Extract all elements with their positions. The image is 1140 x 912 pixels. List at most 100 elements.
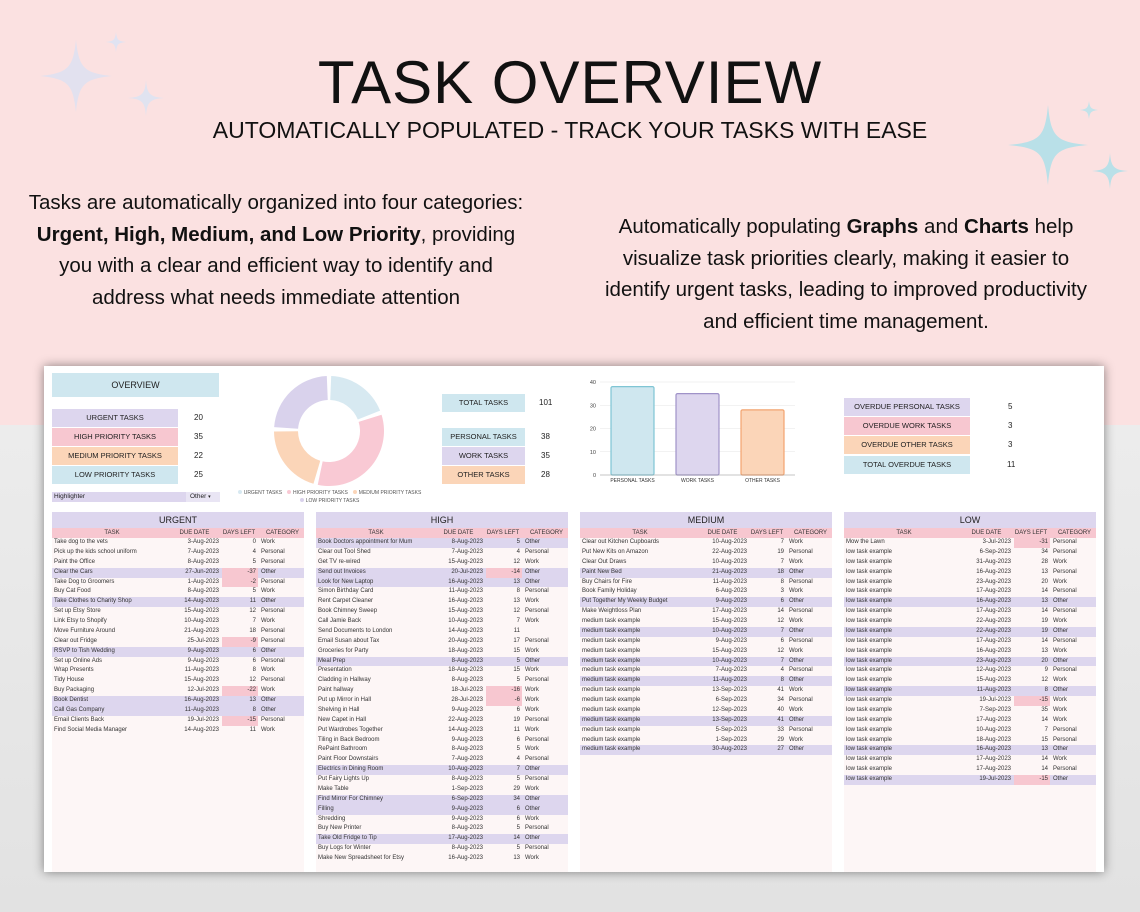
- column-header[interactable]: CATEGORY: [1057, 530, 1092, 536]
- table-row[interactable]: Make Weightloss Plan 17-Aug-2023 14 Persona…: [580, 607, 832, 617]
- table-row[interactable]: low task example 18-Aug-2023 15 Personal: [844, 736, 1096, 746]
- table-row[interactable]: Buy Cat Food 8-Aug-2023 5 Work: [52, 587, 304, 597]
- table-row[interactable]: Put Wardrobes Together 14-Aug-2023 11 Work: [316, 726, 568, 736]
- table-row[interactable]: low task example 22-Aug-2023 19 Work: [844, 617, 1096, 627]
- table-row[interactable]: low task example 17-Aug-2023 14 Work: [844, 755, 1096, 765]
- table-row[interactable]: low task example 31-Aug-2023 28 Work: [844, 558, 1096, 568]
- table-row[interactable]: Rent Carpet Cleaner 16-Aug-2023 13 Work: [316, 597, 568, 607]
- table-row[interactable]: low task example 17-Aug-2023 14 Personal: [844, 637, 1096, 647]
- table-row[interactable]: low task example 23-Aug-2023 20 Other: [844, 656, 1096, 667]
- table-row[interactable]: Send Documents to London 14-Aug-2023 11: [316, 627, 568, 637]
- table-row[interactable]: RSVP to Tish Wedding 9-Aug-2023 6 Other: [52, 646, 304, 657]
- table-row[interactable]: medium task example 10-Aug-2023 7 Other: [580, 626, 832, 637]
- table-row[interactable]: medium task example 9-Aug-2023 6 Personal: [580, 637, 832, 647]
- table-row[interactable]: Put New Kits on Amazon 22-Aug-2023 19 Perso…: [580, 548, 832, 558]
- column-header[interactable]: DAYS LEFT: [1014, 530, 1048, 536]
- column-header[interactable]: TASK: [368, 530, 384, 536]
- column-header[interactable]: TASK: [104, 530, 120, 536]
- table-row[interactable]: low task example 7-Sep-2023 35 Work: [844, 706, 1096, 716]
- highlighter-dropdown[interactable]: Other ▾: [186, 492, 220, 502]
- table-row[interactable]: Email Susan about Tax 20-Aug-2023 17 Person…: [316, 637, 568, 647]
- table-row[interactable]: low task example 15-Aug-2023 12 Work: [844, 676, 1096, 686]
- table-row[interactable]: Wrap Presents 11-Aug-2023 8 Work: [52, 666, 304, 676]
- table-row[interactable]: Take dog to the vets 3-Aug-2023 0 Work: [52, 538, 304, 548]
- table-row[interactable]: low task example 17-Aug-2023 14 Work: [844, 716, 1096, 726]
- table-row[interactable]: Get TV re-wired 15-Aug-2023 12 Work: [316, 558, 568, 568]
- table-row[interactable]: Meal Prep 8-Aug-2023 5 Other: [316, 656, 568, 667]
- table-row[interactable]: low task example 17-Aug-2023 14 Personal: [844, 765, 1096, 775]
- column-header[interactable]: DAYS LEFT: [486, 530, 520, 536]
- table-row[interactable]: Book Family Holiday 6-Aug-2023 3 Work: [580, 587, 832, 597]
- table-row[interactable]: Clear Out Draws 10-Aug-2023 7 Work: [580, 558, 832, 568]
- table-row[interactable]: medium task example 15-Aug-2023 12 Work: [580, 617, 832, 627]
- table-row[interactable]: medium task example 6-Sep-2023 34 Personal: [580, 696, 832, 706]
- table-row[interactable]: low task example 12-Aug-2023 9 Personal: [844, 666, 1096, 676]
- table-row[interactable]: Book Dentist 16-Aug-2023 13 Other: [52, 696, 304, 706]
- table-row[interactable]: Move Furniture Around 21-Aug-2023 18 Person…: [52, 627, 304, 637]
- table-row[interactable]: Call Jamie Back 10-Aug-2023 7 Work: [316, 617, 568, 627]
- table-row[interactable]: Clear the Cars 27-Jun-2023 -37 Other: [52, 567, 304, 578]
- table-row[interactable]: Presentation 18-Aug-2023 15 Work: [316, 666, 568, 676]
- table-row[interactable]: low task example 19-Jul-2023 -15 Work: [844, 696, 1096, 706]
- table-row[interactable]: Tiling in Back Bedroom 9-Aug-2023 6 Persona…: [316, 736, 568, 746]
- column-header[interactable]: CATEGORY: [265, 530, 300, 536]
- table-row[interactable]: Set up Etsy Store 15-Aug-2023 12 Personal: [52, 607, 304, 617]
- table-row[interactable]: Put Fairy Lights Up 8-Aug-2023 5 Personal: [316, 775, 568, 785]
- table-row[interactable]: medium task example 13-Sep-2023 41 Work: [580, 686, 832, 696]
- table-row[interactable]: Find Mirror For Chimney 6-Sep-2023 34 Other: [316, 794, 568, 805]
- table-row[interactable]: Clear out Kitchen Cupboards 10-Aug-2023 7 W…: [580, 538, 832, 548]
- column-header[interactable]: DUE DATE: [443, 530, 474, 536]
- table-row[interactable]: Groceries for Party 18-Aug-2023 15 Work: [316, 647, 568, 657]
- table-row[interactable]: low task example 6-Sep-2023 34 Personal: [844, 548, 1096, 558]
- table-row[interactable]: medium task example 7-Aug-2023 4 Personal: [580, 666, 832, 676]
- table-row[interactable]: low task example 22-Aug-2023 19 Other: [844, 626, 1096, 637]
- table-row[interactable]: Electrics in Dining Room 10-Aug-2023 7 Othe…: [316, 765, 568, 775]
- table-row[interactable]: Send out Invoices 20-Jul-2023 -14 Other: [316, 567, 568, 578]
- column-header[interactable]: DAYS LEFT: [222, 530, 256, 536]
- table-row[interactable]: Mow the Lawn 3-Jul-2023 -31 Personal: [844, 538, 1096, 548]
- table-row[interactable]: medium task example 12-Sep-2023 40 Work: [580, 706, 832, 716]
- table-row[interactable]: Take Dog to Groomers 1-Aug-2023 -2 Personal: [52, 577, 304, 588]
- column-header[interactable]: CATEGORY: [529, 530, 564, 536]
- table-row[interactable]: Put Together My Weekly Budget 9-Aug-2023 6…: [580, 597, 832, 608]
- table-row[interactable]: low task example 17-Aug-2023 14 Personal: [844, 607, 1096, 617]
- column-header[interactable]: DUE DATE: [179, 530, 210, 536]
- column-header[interactable]: TASK: [896, 530, 912, 536]
- table-row[interactable]: Simon Birthday Card 11-Aug-2023 8 Personal: [316, 587, 568, 597]
- table-row[interactable]: Clear out Fridge 25-Jul-2023 -9 Personal: [52, 636, 304, 647]
- table-row[interactable]: Make New Spreadsheet for Etsy 16-Aug-2023…: [316, 854, 568, 864]
- column-header[interactable]: DAYS LEFT: [750, 530, 784, 536]
- table-row[interactable]: Clear out Tool Shed 7-Aug-2023 4 Personal: [316, 548, 568, 558]
- table-row[interactable]: Paint New Bed 21-Aug-2023 18 Other: [580, 567, 832, 578]
- table-row[interactable]: Filling 9-Aug-2023 6 Other: [316, 804, 568, 815]
- column-header[interactable]: DUE DATE: [707, 530, 738, 536]
- table-row[interactable]: low task example 23-Aug-2023 20 Work: [844, 578, 1096, 588]
- table-row[interactable]: Set up Online Ads 9-Aug-2023 6 Personal: [52, 657, 304, 667]
- table-row[interactable]: medium task example 5-Sep-2023 33 Personal: [580, 726, 832, 736]
- table-row[interactable]: low task example 11-Aug-2023 8 Other: [844, 686, 1096, 696]
- table-row[interactable]: Buy New Printer 8-Aug-2023 5 Personal: [316, 824, 568, 834]
- table-row[interactable]: Look for New Laptop 16-Aug-2023 13 Other: [316, 577, 568, 588]
- table-row[interactable]: Book Chimney Sweep 15-Aug-2023 12 Personal: [316, 607, 568, 617]
- column-header[interactable]: CATEGORY: [793, 530, 828, 536]
- table-row[interactable]: Buy Chairs for Fire 11-Aug-2023 8 Personal: [580, 578, 832, 588]
- table-row[interactable]: low task example 16-Aug-2023 13 Other: [844, 745, 1096, 756]
- table-row[interactable]: low task example 19-Jul-2023 -15 Other: [844, 775, 1096, 785]
- table-row[interactable]: low task example 10-Aug-2023 7 Personal: [844, 726, 1096, 736]
- table-row[interactable]: Put up Mirror in Hall 28-Jul-2023 -6 Work: [316, 696, 568, 706]
- table-row[interactable]: Make Table 1-Sep-2023 29 Work: [316, 785, 568, 795]
- table-row[interactable]: Call Gas Company 11-Aug-2023 8 Other: [52, 705, 304, 716]
- table-row[interactable]: Paint the Office 8-Aug-2023 5 Personal: [52, 558, 304, 568]
- table-row[interactable]: RePaint Bathroom 8-Aug-2023 5 Work: [316, 745, 568, 755]
- table-row[interactable]: low task example 17-Aug-2023 14 Personal: [844, 587, 1096, 597]
- table-row[interactable]: Paint hallway 18-Jul-2023 -16 Work: [316, 686, 568, 696]
- table-row[interactable]: Buy Packaging 12-Jul-2023 -22 Work: [52, 686, 304, 696]
- table-row[interactable]: medium task example 10-Aug-2023 7 Other: [580, 656, 832, 667]
- table-row[interactable]: Shredding 9-Aug-2023 6 Work: [316, 815, 568, 825]
- table-row[interactable]: medium task example 11-Aug-2023 8 Other: [580, 676, 832, 687]
- table-row[interactable]: low task example 16-Aug-2023 13 Work: [844, 647, 1096, 657]
- table-row[interactable]: Book Doctors appointment for Mum 8-Aug-20…: [316, 538, 568, 548]
- table-row[interactable]: Find Social Media Manager 14-Aug-2023 11 Wo…: [52, 726, 304, 736]
- table-row[interactable]: medium task example 13-Sep-2023 41 Other: [580, 715, 832, 726]
- table-row[interactable]: medium task example 15-Aug-2023 12 Work: [580, 647, 832, 657]
